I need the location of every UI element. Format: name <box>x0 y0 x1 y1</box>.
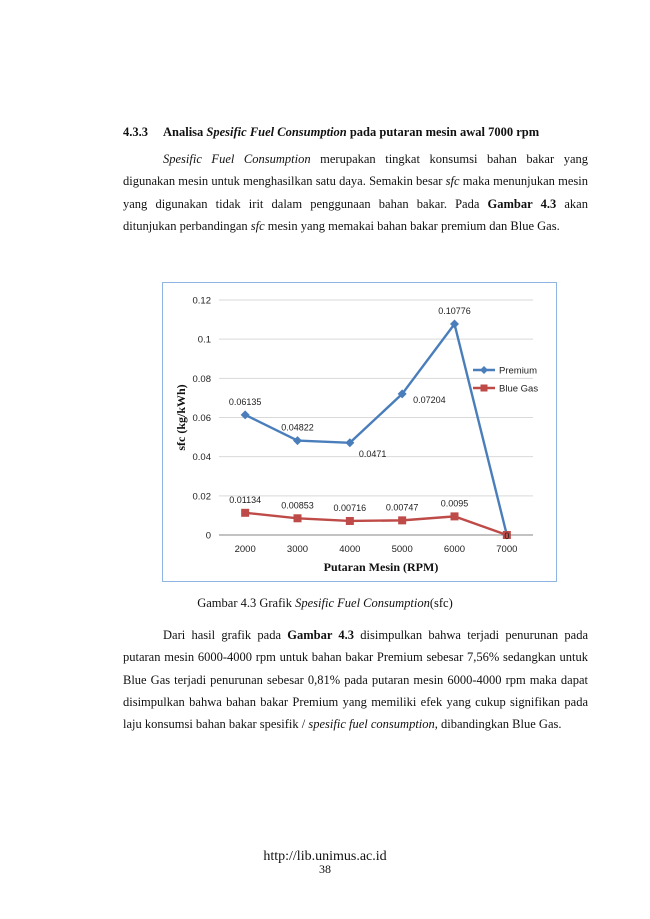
data-point-marker <box>293 514 302 523</box>
data-label: 0.0471 <box>359 449 387 459</box>
section-title-italic: Spesific Fuel Consumption <box>206 125 347 139</box>
data-label: 0.0095 <box>441 498 469 508</box>
data-point-marker <box>502 531 511 539</box>
x-tick-label: 7000 <box>496 544 517 555</box>
y-tick-label: 0.1 <box>198 335 211 346</box>
legend-label: Blue Gas <box>499 384 538 395</box>
data-point-marker <box>450 319 459 329</box>
x-axis-title: Putaran Mesin (RPM) <box>324 560 439 574</box>
data-point-marker <box>345 516 354 525</box>
term-sfc-italic: spesific fuel consumption <box>308 717 435 732</box>
sfc-chart-svg: 0 0.02 0.04 0.06 0.08 0.1 0.12 2000 3000 4000 5000… <box>174 296 538 575</box>
sfc-chart: 0 0.02 0.04 0.06 0.08 0.1 0.12 2000 3000 4000 5000… <box>162 282 557 582</box>
paragraph-text: akan ditunjukan perbandingan <box>123 196 588 233</box>
y-axis-title: sfc (kg/kWh) <box>174 384 188 450</box>
x-tick-label: 4000 <box>339 544 360 555</box>
y-tick-label: 0.12 <box>193 296 212 307</box>
paragraph-intro: Spesific Fuel Consumption merupakan ting… <box>123 148 588 237</box>
section-number: 4.3.3 <box>123 125 148 139</box>
paragraph-text: disimpulkan bahwa terjadi penurunan pada… <box>123 628 588 732</box>
series-line-premium <box>244 321 508 536</box>
paragraph-conclusion: Dari hasil grafik pada Gambar 4.3 disimp… <box>123 624 588 735</box>
y-tick-label: 0.06 <box>193 413 212 424</box>
section-title-post: pada putaran mesin awal 7000 rpm <box>346 125 540 139</box>
data-label: 0.00716 <box>334 503 367 513</box>
paragraph-text: , dibandingkan Blue Gas. <box>434 717 562 732</box>
x-tick-label: 2000 <box>235 544 256 555</box>
term-sfc-italic: Spesific Fuel Consumption <box>163 152 311 166</box>
caption-post: (sfc) <box>429 596 453 610</box>
term-sfc: sfc <box>250 218 265 233</box>
legend-marker <box>480 384 488 392</box>
data-label: 0.10776 <box>438 306 471 316</box>
paragraph-text: Dari hasil grafik pada <box>163 628 288 642</box>
section-title-pre: Analisa <box>163 125 207 139</box>
y-tick-label: 0 <box>206 531 211 542</box>
paragraph-text: mesin yang memakai bahan bakar premium d… <box>264 218 560 233</box>
data-label: 0.04822 <box>281 423 314 433</box>
data-point-marker <box>345 438 355 448</box>
x-tick-label: 5000 <box>392 544 413 555</box>
data-point-marker <box>450 512 459 521</box>
legend-label: Premium <box>499 366 537 377</box>
data-point-marker <box>241 508 250 517</box>
y-tick-label: 0.02 <box>193 491 212 502</box>
data-point-marker <box>398 516 407 525</box>
x-tick-label: 3000 <box>287 544 308 555</box>
paragraph-text: maka menunjukan mesin yang digunakan tid… <box>123 174 588 211</box>
footer-url[interactable]: http://lib.unimus.ac.id <box>263 849 387 864</box>
data-point-marker <box>293 436 302 446</box>
data-label: 0.07204 <box>413 395 446 405</box>
data-label: 0 <box>504 531 509 541</box>
data-label: 0.01134 <box>229 495 261 505</box>
figure-reference: Gambar 4.3 <box>287 628 355 642</box>
y-tick-label: 0.04 <box>193 452 212 463</box>
data-label: 0.00853 <box>281 500 314 510</box>
data-label: 0.00747 <box>386 502 419 512</box>
paragraph-text: merupakan tingkat konsumsi bahan bakar y… <box>123 152 588 189</box>
series-line-blue-gas <box>245 511 508 537</box>
term-sfc: sfc <box>445 174 460 189</box>
figure-caption: Gambar 4.3 Grafik Spesific Fuel Consumpt… <box>0 596 650 611</box>
section-heading: 4.3.3 Analisa Spesific Fuel Consumption p… <box>123 125 539 140</box>
data-point-marker <box>240 410 250 420</box>
data-point-marker <box>397 389 407 399</box>
caption-pre: Gambar 4.3 Grafik <box>197 596 296 610</box>
data-label: 0.06135 <box>229 397 262 407</box>
caption-italic: Spesific Fuel Consumption <box>295 596 430 610</box>
x-tick-label: 6000 <box>444 544 465 555</box>
legend-marker <box>480 366 488 374</box>
y-tick-label: 0.08 <box>193 374 212 385</box>
figure-reference: Gambar 4.3 <box>487 196 557 211</box>
page-number: 38 <box>319 862 331 876</box>
